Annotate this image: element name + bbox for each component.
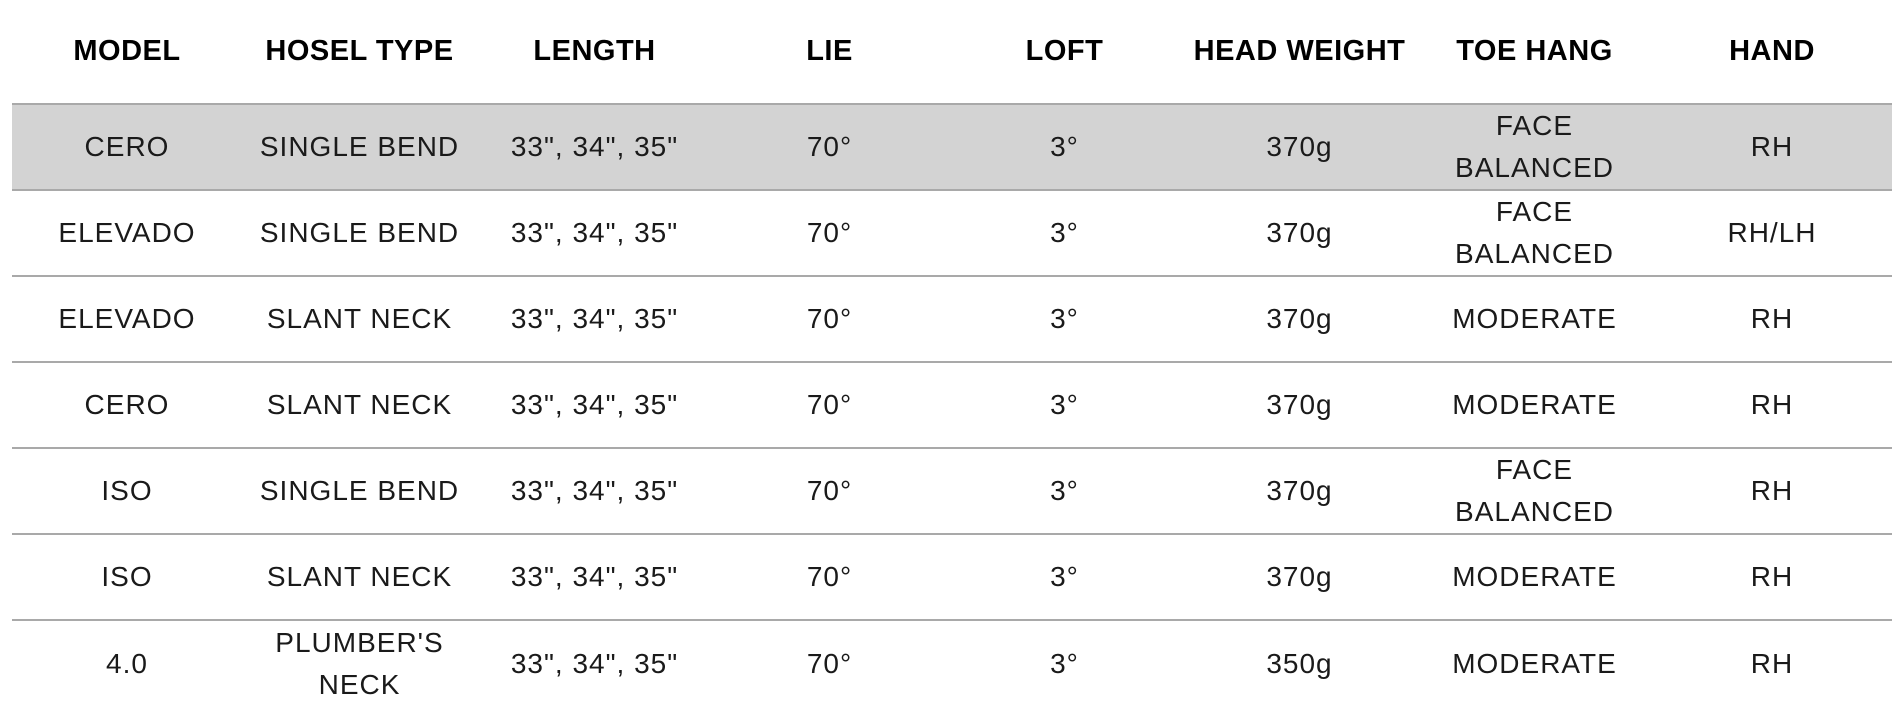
cell-length: 33", 34", 35" — [477, 104, 712, 191]
cell-hand: RH — [1652, 276, 1892, 363]
cell-lie: 70° — [712, 276, 947, 363]
cell-model: ISO — [12, 534, 242, 621]
cell-lie: 70° — [712, 190, 947, 277]
header-row: MODEL HOSEL TYPE LENGTH LIE LOFT HEAD WE… — [12, 0, 1892, 105]
cell-head-weight: 370g — [1182, 448, 1417, 535]
table-row: CERO SINGLE BEND 33", 34", 35" 70° 3° 37… — [12, 104, 1892, 191]
cell-hosel-type: SLANT NECK — [242, 276, 477, 363]
cell-head-weight: 370g — [1182, 276, 1417, 363]
toe-hang-text: MODERATE — [1452, 389, 1617, 420]
cell-length: 33", 34", 35" — [477, 190, 712, 277]
cell-hosel-type: SINGLE BEND — [242, 448, 477, 535]
cell-hosel-type: SLANT NECK — [242, 362, 477, 449]
cell-toe-hang: MODERATE — [1417, 276, 1652, 363]
toe-hang-text: FACE BALANCED — [1455, 110, 1614, 183]
cell-hosel-type: PLUMBER'S NECK — [242, 620, 477, 706]
cell-hand: RH/LH — [1652, 190, 1892, 277]
table-row: ELEVADO SINGLE BEND 33", 34", 35" 70° 3°… — [12, 190, 1892, 277]
toe-hang-text: FACE BALANCED — [1455, 196, 1614, 269]
table-row: ELEVADO SLANT NECK 33", 34", 35" 70° 3° … — [12, 276, 1892, 363]
cell-model: ELEVADO — [12, 276, 242, 363]
cell-head-weight: 350g — [1266, 647, 1333, 679]
column-header-hand: HAND — [1652, 0, 1892, 105]
cell-loft: 3° — [947, 534, 1182, 621]
table-row: CERO SLANT NECK 33", 34", 35" 70° 3° 370… — [12, 362, 1892, 449]
cell-model: CERO — [12, 362, 242, 449]
column-header-loft: LOFT — [947, 0, 1182, 105]
cell-loft: 3° — [947, 362, 1182, 449]
cell-head-weight: 370g — [1182, 190, 1417, 277]
hosel-type-text: PLUMBER'S NECK — [275, 626, 444, 700]
column-header-lie: LIE — [712, 0, 947, 105]
toe-hang-text: MODERATE — [1452, 647, 1617, 679]
cell-model: ELEVADO — [12, 190, 242, 277]
cell-toe-hang: MODERATE — [1417, 534, 1652, 621]
cell-hosel-type: SLANT NECK — [242, 534, 477, 621]
cell-head-weight: 370g — [1182, 534, 1417, 621]
table-row: ISO SINGLE BEND 33", 34", 35" 70° 3° 370… — [12, 448, 1892, 535]
column-header-length: LENGTH — [477, 0, 712, 105]
putter-spec-table: MODEL HOSEL TYPE LENGTH LIE LOFT HEAD WE… — [12, 0, 1892, 706]
cell-loft: 3° — [947, 190, 1182, 277]
cell-toe-hang: MODERATE — [1417, 362, 1652, 449]
cell-lie: 70° — [806, 647, 853, 679]
column-header-hosel-type: HOSEL TYPE — [242, 0, 477, 105]
cell-lie: 70° — [712, 534, 947, 621]
cell-hand: RH — [1750, 647, 1794, 679]
cell-head-weight: 370g — [1182, 104, 1417, 191]
table-header: MODEL HOSEL TYPE LENGTH LIE LOFT HEAD WE… — [12, 0, 1892, 105]
toe-hang-text: MODERATE — [1452, 303, 1617, 334]
cell-toe-hang: FACE BALANCED — [1417, 104, 1652, 191]
table-body: CERO SINGLE BEND 33", 34", 35" 70° 3° 37… — [12, 104, 1892, 706]
cell-hand: RH — [1652, 448, 1892, 535]
cell-model: CERO — [12, 104, 242, 191]
cell-hand: RH — [1652, 362, 1892, 449]
cell-lie: 70° — [712, 362, 947, 449]
table-row: ISO SLANT NECK 33", 34", 35" 70° 3° 370g… — [12, 534, 1892, 621]
cell-loft: 3° — [947, 448, 1182, 535]
cell-length: 33", 34", 35" — [477, 362, 712, 449]
cell-lie: 70° — [712, 104, 947, 191]
column-header-head-weight: HEAD WEIGHT — [1182, 0, 1417, 105]
cell-length: 33", 34", 35" — [510, 647, 679, 679]
toe-hang-text: FACE BALANCED — [1455, 454, 1614, 527]
cell-hand: RH — [1652, 104, 1892, 191]
cell-model: ISO — [12, 448, 242, 535]
cell-lie: 70° — [712, 448, 947, 535]
cell-toe-hang: FACE BALANCED — [1417, 190, 1652, 277]
cell-hand: RH — [1652, 534, 1892, 621]
cell-length: 33", 34", 35" — [477, 448, 712, 535]
cell-length: 33", 34", 35" — [477, 276, 712, 363]
cell-hosel-type: SINGLE BEND — [242, 190, 477, 277]
cell-loft: 3° — [947, 104, 1182, 191]
cell-loft: 3° — [1050, 647, 1079, 679]
cell-toe-hang: FACE BALANCED — [1417, 448, 1652, 535]
column-header-model: MODEL — [12, 0, 242, 105]
cell-loft: 3° — [947, 276, 1182, 363]
toe-hang-text: MODERATE — [1452, 561, 1617, 592]
cell-hosel-type: SINGLE BEND — [242, 104, 477, 191]
table-row: 4.0 PLUMBER'S NECK 33", 34", 35" 70° 3° … — [12, 620, 1892, 706]
cell-model: 4.0 — [106, 647, 148, 679]
cell-head-weight: 370g — [1182, 362, 1417, 449]
cell-length: 33", 34", 35" — [477, 534, 712, 621]
cell-toe-hang: MODERATE — [1417, 620, 1652, 706]
column-header-toe-hang: TOE HANG — [1417, 0, 1652, 105]
